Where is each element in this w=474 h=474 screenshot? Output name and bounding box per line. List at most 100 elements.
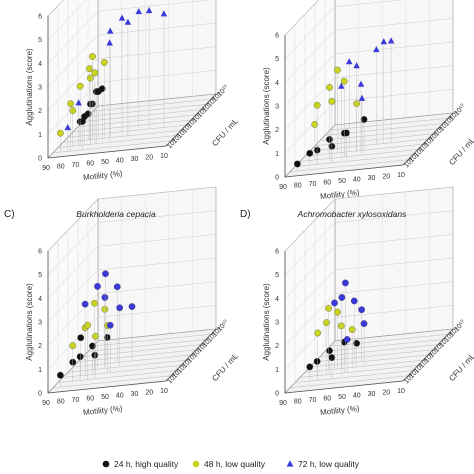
- data-point-circle: [328, 354, 336, 361]
- x-tick-label: 70: [309, 397, 317, 404]
- x-tick-label: 90: [279, 184, 287, 191]
- floor-grid-line: [92, 99, 212, 112]
- y-axis-title: CFU / mL: [447, 135, 474, 167]
- x-tick-label: 50: [338, 394, 346, 401]
- z-tick-label: 1: [38, 367, 42, 374]
- data-point-circle: [334, 66, 341, 74]
- grid-line: [47, 198, 99, 252]
- x-tick-label: 90: [42, 165, 50, 172]
- data-point-circle: [91, 299, 98, 307]
- chart-panel-b: 0 1 2 3 4 5 6 Agglutinations (score) 90 80 70 60 50 4…: [262, 0, 474, 201]
- z-tick-label: 1: [275, 367, 279, 374]
- data-point-circle: [93, 88, 100, 95]
- data-point-circle: [325, 304, 332, 312]
- x-tick-label: 30: [368, 391, 376, 398]
- floor-grid-line: [294, 370, 414, 383]
- data-point-triangle: [387, 37, 395, 44]
- grid-line: [47, 0, 64, 17]
- y-axis-title: CFU / mL: [447, 351, 474, 383]
- y-axis-line: [165, 93, 217, 147]
- grid-line: [97, 257, 217, 271]
- x-tick-label: 30: [368, 175, 376, 182]
- z-tick-label: 2: [275, 127, 279, 134]
- data-point-circle: [337, 322, 345, 330]
- data-point-circle: [57, 129, 64, 137]
- data-point-circle: [334, 308, 341, 316]
- z-tick-label: 5: [38, 272, 42, 279]
- data-point-circle: [91, 69, 99, 77]
- grid-line: [334, 305, 454, 318]
- floor-grid-line: [57, 370, 177, 383]
- z-tick-label: 0: [275, 391, 279, 398]
- x-tick-label: 70: [72, 397, 80, 404]
- floor-grid-line: [319, 344, 439, 357]
- data-point-circle: [350, 297, 358, 305]
- data-point-circle: [343, 336, 351, 343]
- floor-grid-line: [87, 339, 207, 352]
- grid-line: [334, 0, 404, 7]
- grid-line: [284, 6, 336, 59]
- grid-line: [334, 281, 454, 294]
- x-tick-label: 40: [116, 158, 124, 165]
- x-axis-line: [47, 380, 167, 394]
- data-point-circle: [128, 303, 136, 310]
- legend-marker-triangle: [286, 460, 294, 467]
- floor-grid-line: [329, 118, 449, 131]
- grid-line: [47, 269, 99, 323]
- z-tick-label: 2: [275, 343, 279, 350]
- x-tick-label: 20: [382, 390, 390, 397]
- z-tick-label: 5: [275, 56, 279, 63]
- grid-line: [97, 281, 217, 294]
- x-tick-label: 40: [116, 393, 124, 400]
- legend: 24 h, high quality 48 h, low quality 72 h,…: [102, 459, 360, 469]
- x-tick-label: 40: [353, 177, 361, 184]
- floor-grid-line: [97, 328, 217, 342]
- grid-line: [334, 234, 454, 247]
- z-tick-label: 0: [38, 391, 42, 398]
- floor-grid-line: [334, 328, 454, 342]
- x-tick-label: 50: [101, 159, 109, 166]
- floor-grid-line: [314, 133, 434, 146]
- floor-grid-line: [67, 125, 187, 138]
- grid-line: [284, 53, 336, 107]
- x-tick-label: 90: [279, 400, 287, 407]
- data-point-circle: [102, 270, 109, 278]
- floor-grid-line: [289, 375, 409, 388]
- grid-line: [334, 210, 454, 223]
- data-point-circle: [81, 300, 89, 308]
- data-point-circle: [77, 334, 85, 342]
- x-axis-line: [47, 145, 167, 159]
- data-point-circle: [348, 326, 356, 333]
- data-point-circle: [67, 100, 75, 108]
- grid-line: [334, 18, 454, 31]
- floor-grid-line: [52, 140, 172, 153]
- floor-grid-line: [87, 104, 207, 117]
- x-tick-label: 60: [323, 396, 331, 403]
- z-axis-title: Agglutinations (score): [262, 283, 271, 361]
- grid-line: [97, 210, 217, 223]
- floor-grid-line: [299, 365, 419, 378]
- data-point-circle: [323, 319, 330, 326]
- x-tick-label: 20: [382, 174, 390, 181]
- z-tick-label: 1: [275, 151, 279, 158]
- grid-line: [284, 246, 336, 299]
- data-point-circle: [87, 74, 94, 82]
- floor-grid-line: [92, 334, 212, 347]
- data-point-circle: [306, 149, 314, 157]
- x-tick-label: 10: [160, 153, 168, 160]
- y-axis-line: [402, 112, 454, 166]
- grid-line: [334, 186, 454, 200]
- x-tick-label: 60: [86, 396, 94, 403]
- z-tick-label: 6: [275, 249, 279, 256]
- data-point-circle: [79, 118, 86, 125]
- data-point-circle: [69, 342, 77, 349]
- floor-grid-line: [324, 339, 444, 352]
- z-tick-label: 3: [275, 320, 279, 327]
- data-point-triangle: [357, 80, 365, 87]
- grid-line: [97, 186, 217, 200]
- z-tick-label: 4: [38, 296, 42, 303]
- grid-line: [284, 198, 336, 252]
- floor-grid-line: [294, 154, 414, 167]
- grid-line: [284, 269, 336, 323]
- grid-line: [97, 22, 217, 36]
